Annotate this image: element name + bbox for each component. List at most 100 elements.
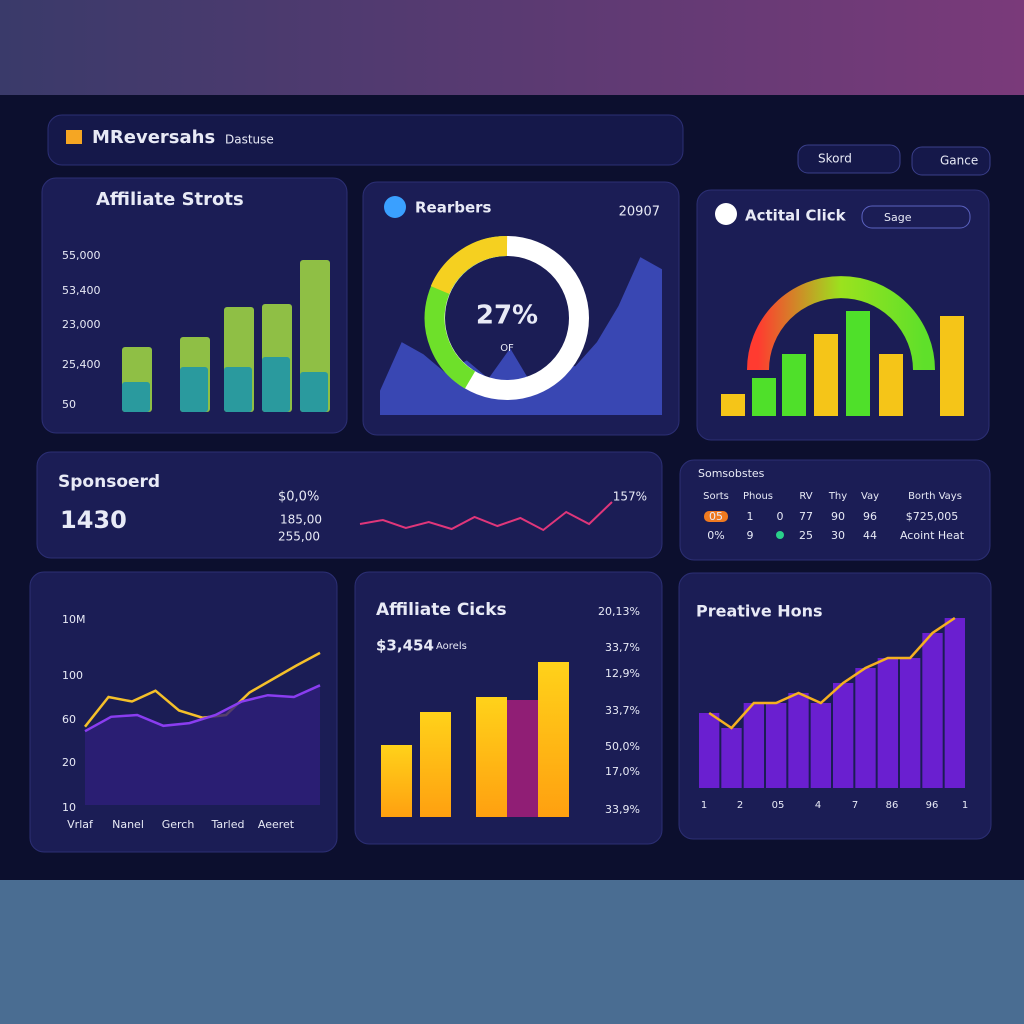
line <box>708 616 956 730</box>
bar <box>476 697 507 817</box>
select[interactable] <box>797 144 901 174</box>
table-cell: 44 <box>863 529 877 542</box>
area-fill <box>85 685 320 805</box>
gauge <box>747 276 935 371</box>
x-label: 7 <box>852 800 858 811</box>
panel-sponsored <box>36 451 663 559</box>
side-label: 33,9% <box>605 803 640 816</box>
x-label: 05 <box>772 800 785 811</box>
bar <box>699 713 720 788</box>
bar <box>538 662 569 817</box>
x-label: 1 <box>701 800 707 811</box>
column-header: Phous <box>743 491 773 502</box>
bar <box>180 367 208 412</box>
x-label: Tarled <box>211 818 245 831</box>
logo <box>66 130 82 144</box>
y-label: 60 <box>62 713 76 726</box>
panel-title: Preative Hons <box>696 602 823 621</box>
panel-table <box>679 459 991 561</box>
x-label: 4 <box>815 800 821 811</box>
bar <box>262 357 290 412</box>
bar <box>877 658 898 788</box>
bar <box>381 745 412 817</box>
big-value: 1430 <box>60 506 127 534</box>
y-label: 100 <box>62 669 83 682</box>
bar <box>940 316 964 416</box>
peak: 157% <box>613 490 647 504</box>
bar <box>944 618 965 788</box>
x-label: Gerch <box>162 818 195 831</box>
y-label: 10 <box>62 801 76 814</box>
y-label: 53,400 <box>62 284 101 297</box>
panel-title: Sponsoerd <box>58 472 160 492</box>
button[interactable] <box>911 146 991 176</box>
header-bar <box>47 114 684 166</box>
table-cell: 0 <box>777 510 784 523</box>
value-note: Aorels <box>436 641 467 652</box>
table-cell: 05 <box>709 510 723 523</box>
bar <box>855 668 876 788</box>
dropdown-label: Sage <box>884 211 912 224</box>
glow <box>505 700 539 817</box>
x-label: 96 <box>926 800 939 811</box>
bar <box>766 703 787 788</box>
donut-arc <box>430 235 508 295</box>
status-dot <box>776 531 784 539</box>
bar <box>743 703 764 788</box>
y-label: 10M <box>62 613 86 626</box>
side-label: 33,7% <box>605 641 640 654</box>
badge <box>704 511 728 522</box>
line <box>84 651 321 728</box>
table-cell: 77 <box>799 510 813 523</box>
bar <box>846 311 870 416</box>
y-label: 23,000 <box>62 318 101 331</box>
column-header: RV <box>799 491 812 502</box>
side-label: 12,9% <box>605 667 640 680</box>
x-label: 86 <box>886 800 899 811</box>
panel-title: Affiliate Strots <box>96 189 244 210</box>
bar <box>224 367 252 412</box>
column-header: Thy <box>828 491 847 502</box>
panel-title: Affiliate Cicks <box>376 600 507 620</box>
y-label: 25,400 <box>62 358 101 371</box>
bar <box>420 712 451 817</box>
wall-top <box>0 0 1024 95</box>
table-cell: 30 <box>831 529 845 542</box>
table-cell: 1 <box>747 510 754 523</box>
x-label: Vrlaf <box>67 818 94 831</box>
side-label: 20,13% <box>598 605 640 618</box>
y-label: 55,000 <box>62 249 101 262</box>
x-label: 1 <box>962 800 968 811</box>
table-cell: 90 <box>831 510 845 523</box>
avatar <box>715 203 737 225</box>
donut-sub: OF <box>500 343 514 354</box>
donut-label: 27% <box>476 301 538 331</box>
y-label: 50 <box>62 398 76 411</box>
table-cell: $725,005 <box>906 510 959 523</box>
bar <box>922 633 943 788</box>
table-cell: 0% <box>707 529 724 542</box>
bar <box>782 354 806 416</box>
bar <box>122 382 150 412</box>
bar <box>721 394 745 416</box>
search-placeholder: Dastuse <box>225 133 274 147</box>
x-label: 2 <box>737 800 743 811</box>
column-header: Borth Vays <box>908 491 962 502</box>
bar <box>300 372 328 412</box>
panel-value: 20907 <box>619 205 660 220</box>
sparkline <box>359 501 613 532</box>
panel-actital-click <box>696 189 990 441</box>
bar <box>833 683 854 788</box>
line <box>84 684 321 733</box>
table-title: Somsobstes <box>698 467 765 480</box>
panel-title: Rearbers <box>415 199 492 217</box>
x-label: Aeeret <box>258 818 295 831</box>
bar <box>814 334 838 416</box>
avatar <box>384 196 406 218</box>
select-label: Skord <box>818 152 852 166</box>
dropdown[interactable] <box>861 205 971 229</box>
table-cell: Acoint Heat <box>900 529 965 542</box>
panel-title: Actital Click <box>745 207 847 225</box>
y-label: 20 <box>62 756 76 769</box>
